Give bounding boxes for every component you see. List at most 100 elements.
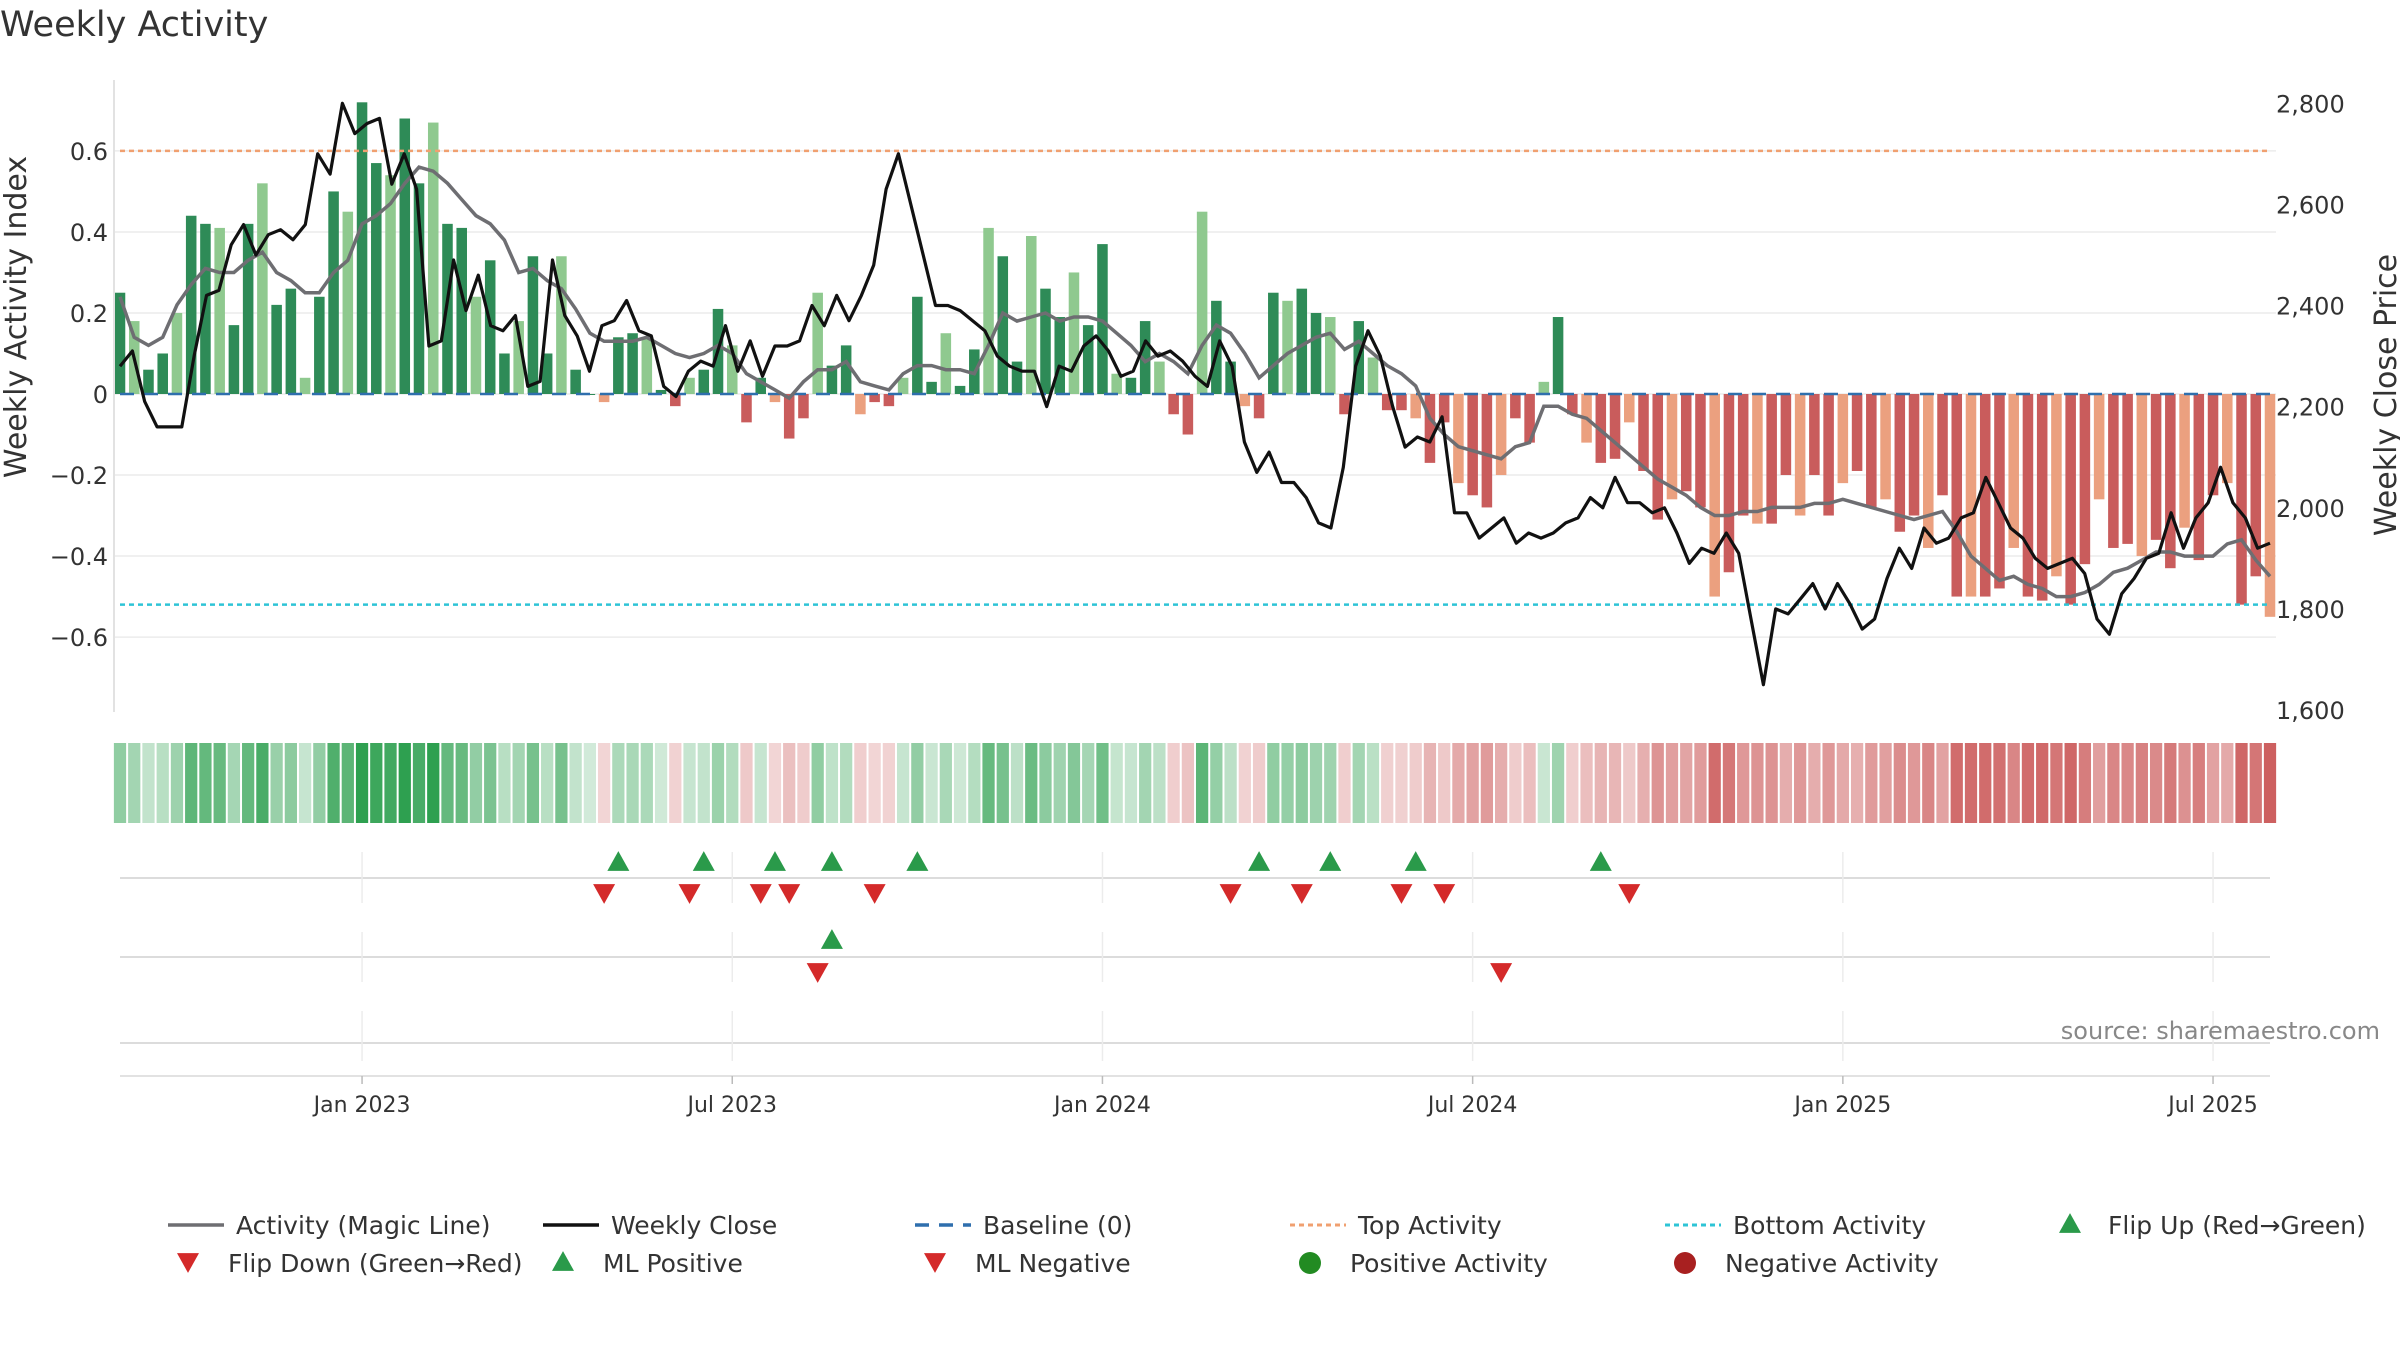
heat-strip-cell [569,743,582,823]
heat-strip-cell [968,743,981,823]
activity-bar [1866,394,1877,508]
flip-down-marker [778,884,801,904]
heat-strip-cell [1238,743,1251,823]
activity-bar [2122,394,2133,544]
activity-bar [1381,394,1393,411]
y-tick-label: 0.6 [70,138,108,166]
flip-up-marker [1248,851,1271,871]
activity-bar [1339,394,1350,415]
flip-down-marker [863,884,886,904]
heat-strip-cell [597,743,611,823]
activity-bar [570,369,581,394]
activity-bar [114,292,126,394]
heat-strip-cell [654,743,668,823]
y-tick-label: 0.4 [70,219,108,247]
activity-bar [1979,394,1991,597]
heat-strip-cell [1893,743,1906,823]
heat-strip-cell [156,743,169,823]
heat-strip-cell [1366,743,1380,823]
heat-strip-cell [1381,743,1394,823]
activity-bar [1253,394,1265,419]
y2-tick-label: 1,600 [2276,697,2345,725]
activity-bar [1481,394,1493,508]
activity-bar [1054,317,1066,394]
heat-strip-cell [2121,743,2134,823]
activity-bar [1324,317,1336,394]
ml-positive-marker [820,929,843,949]
x-tick-label: Jul 2025 [2166,1093,2258,1118]
heat-strip-cell [2036,743,2049,823]
y2-tick-label: 2,200 [2276,394,2345,422]
heat-strip-cell [2221,743,2234,823]
activity-bar [385,175,396,394]
heat-strip-cell [1907,743,1921,823]
activity-bar [670,394,681,407]
heat-strip-cell [1751,743,1764,823]
activity-bar [2036,394,2048,601]
activity-bar [783,394,795,439]
activity-bar [1168,394,1179,415]
heat-strip-cell [2235,743,2248,823]
heat-strip-cell [1836,743,1849,823]
heat-strip-cell [1324,743,1337,823]
heat-strip-cell [1309,743,1323,823]
activity-bar [1937,394,1948,496]
activity-bar [2136,394,2148,557]
heat-strip-cell [2164,743,2177,823]
heat-strip-cell [1409,743,1422,823]
x-tick-label: Jul 2023 [685,1093,777,1118]
y-tick-label: 0 [93,381,108,409]
heat-strip-cell [825,743,839,823]
activity-bar [1552,317,1564,394]
activity-bar [499,353,510,394]
heat-strip [113,743,2277,823]
heat-strip-cell [2093,743,2106,823]
heat-strip-cell [2149,743,2163,823]
legend-label: Activity (Magic Line) [236,1211,490,1240]
activity-bar [157,353,168,394]
activity-bar [342,211,354,394]
activity-bar [1524,394,1535,443]
activity-bar [2236,394,2247,605]
activity-bar [1737,394,1749,516]
heat-strip-cell [1623,743,1636,823]
activity-bar [171,312,183,394]
activity-bar [1923,394,1934,548]
flip-down-marker [678,884,701,904]
legend-swatch-flip-up [2059,1213,2081,1233]
activity-bar [556,256,567,394]
heat-strip-cell [711,743,725,823]
heat-strip-cell [1452,743,1465,823]
heat-strip-cell [1537,743,1550,823]
heat-strip-cell [1850,743,1864,823]
activity-bar [1282,300,1293,394]
heat-strip-cell [1495,743,1508,823]
heat-strip-cell [1139,743,1152,823]
x-axis: Jan 2023 Jul 2023 Jan 2024 Jul 2024 Jan 2025… [312,1076,2258,1118]
activity-bar [456,227,467,394]
flip-up-marker [1404,851,1427,871]
heat-strip-cell [469,743,483,823]
y2-tick-label: 2,800 [2276,90,2345,118]
heat-strip-cell [1964,743,1978,823]
heat-strip-cell [1096,743,1109,823]
heat-strip-cell [1210,743,1223,823]
legend-label: ML Positive [603,1249,743,1278]
heat-strip-cell [327,743,340,823]
activity-bar [1965,394,1977,597]
heat-strip-cell [1608,743,1622,823]
heat-strip-cell [1295,743,1308,823]
activity-bar [2093,394,2105,500]
heat-strip-cell [1580,743,1593,823]
activity-bar [257,183,268,394]
activity-bar [143,369,154,394]
activity-bar [427,122,439,395]
activity-bar [1367,357,1379,394]
heat-strip-cell [612,743,625,823]
heat-strip-cell [1167,743,1180,823]
legend-swatch-ml-negative [924,1253,946,1273]
heat-strip-cell [512,743,525,823]
activity-bar [997,256,1009,394]
heat-strip-cell [170,743,184,823]
legend-label: ML Negative [975,1249,1131,1278]
